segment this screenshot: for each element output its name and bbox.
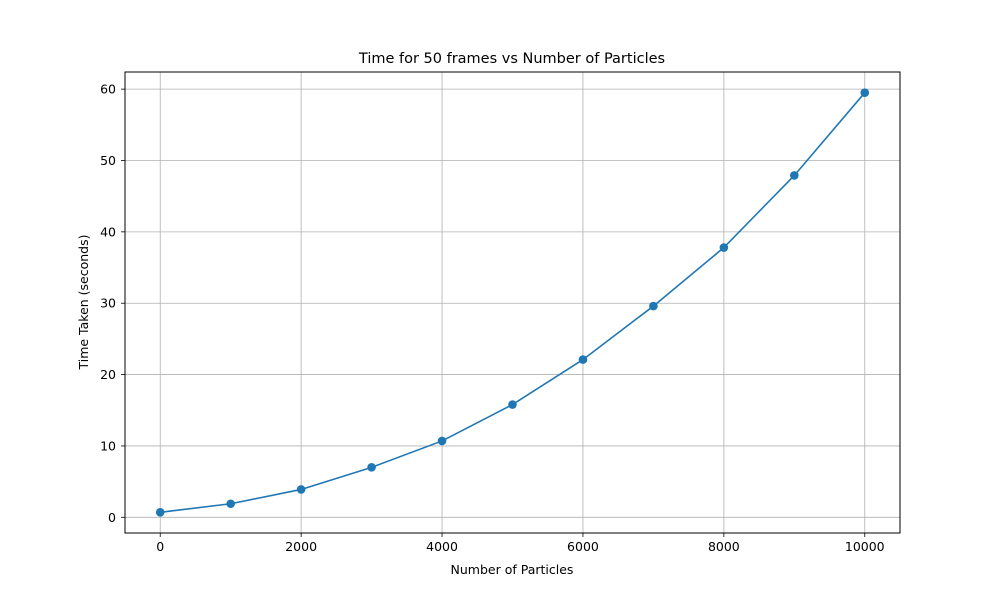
data-point — [578, 355, 588, 364]
y-tick-label: 30 — [100, 296, 116, 311]
data-point — [367, 463, 376, 472]
grid-lines — [125, 72, 900, 533]
data-point — [296, 485, 306, 494]
y-tick-label: 10 — [100, 438, 116, 453]
plot-area-frame — [124, 71, 901, 534]
data-point — [790, 171, 799, 180]
x-tick-label: 6000 — [567, 539, 599, 554]
y-axis-label: Time Taken (seconds) — [76, 234, 91, 370]
data-point — [155, 508, 165, 517]
x-tick-label: 10000 — [845, 539, 885, 554]
data-point — [649, 301, 658, 311]
x-tick-label: 4000 — [426, 539, 458, 554]
x-tick-label: 0 — [156, 539, 164, 554]
x-axis-label: Number of Particles — [451, 562, 574, 577]
data-point — [437, 436, 447, 446]
y-axis-ticks: 0 10 20 30 40 50 60 — [100, 82, 125, 525]
x-axis-ticks: 0 2000 4000 6000 8000 10000 — [156, 533, 885, 554]
y-tick-label: 0 — [108, 510, 116, 525]
y-tick-label: 20 — [100, 367, 116, 382]
data-point — [508, 400, 517, 409]
x-tick-label: 8000 — [708, 539, 740, 554]
data-point — [226, 499, 235, 509]
series-group — [155, 88, 870, 517]
x-tick-label: 2000 — [285, 539, 317, 554]
chart-title: Time for 50 frames vs Number of Particle… — [358, 51, 665, 67]
y-tick-label: 40 — [100, 224, 116, 239]
data-point — [860, 88, 870, 97]
y-tick-label: 60 — [100, 82, 116, 97]
y-tick-label: 50 — [100, 153, 116, 168]
data-point — [719, 243, 729, 252]
